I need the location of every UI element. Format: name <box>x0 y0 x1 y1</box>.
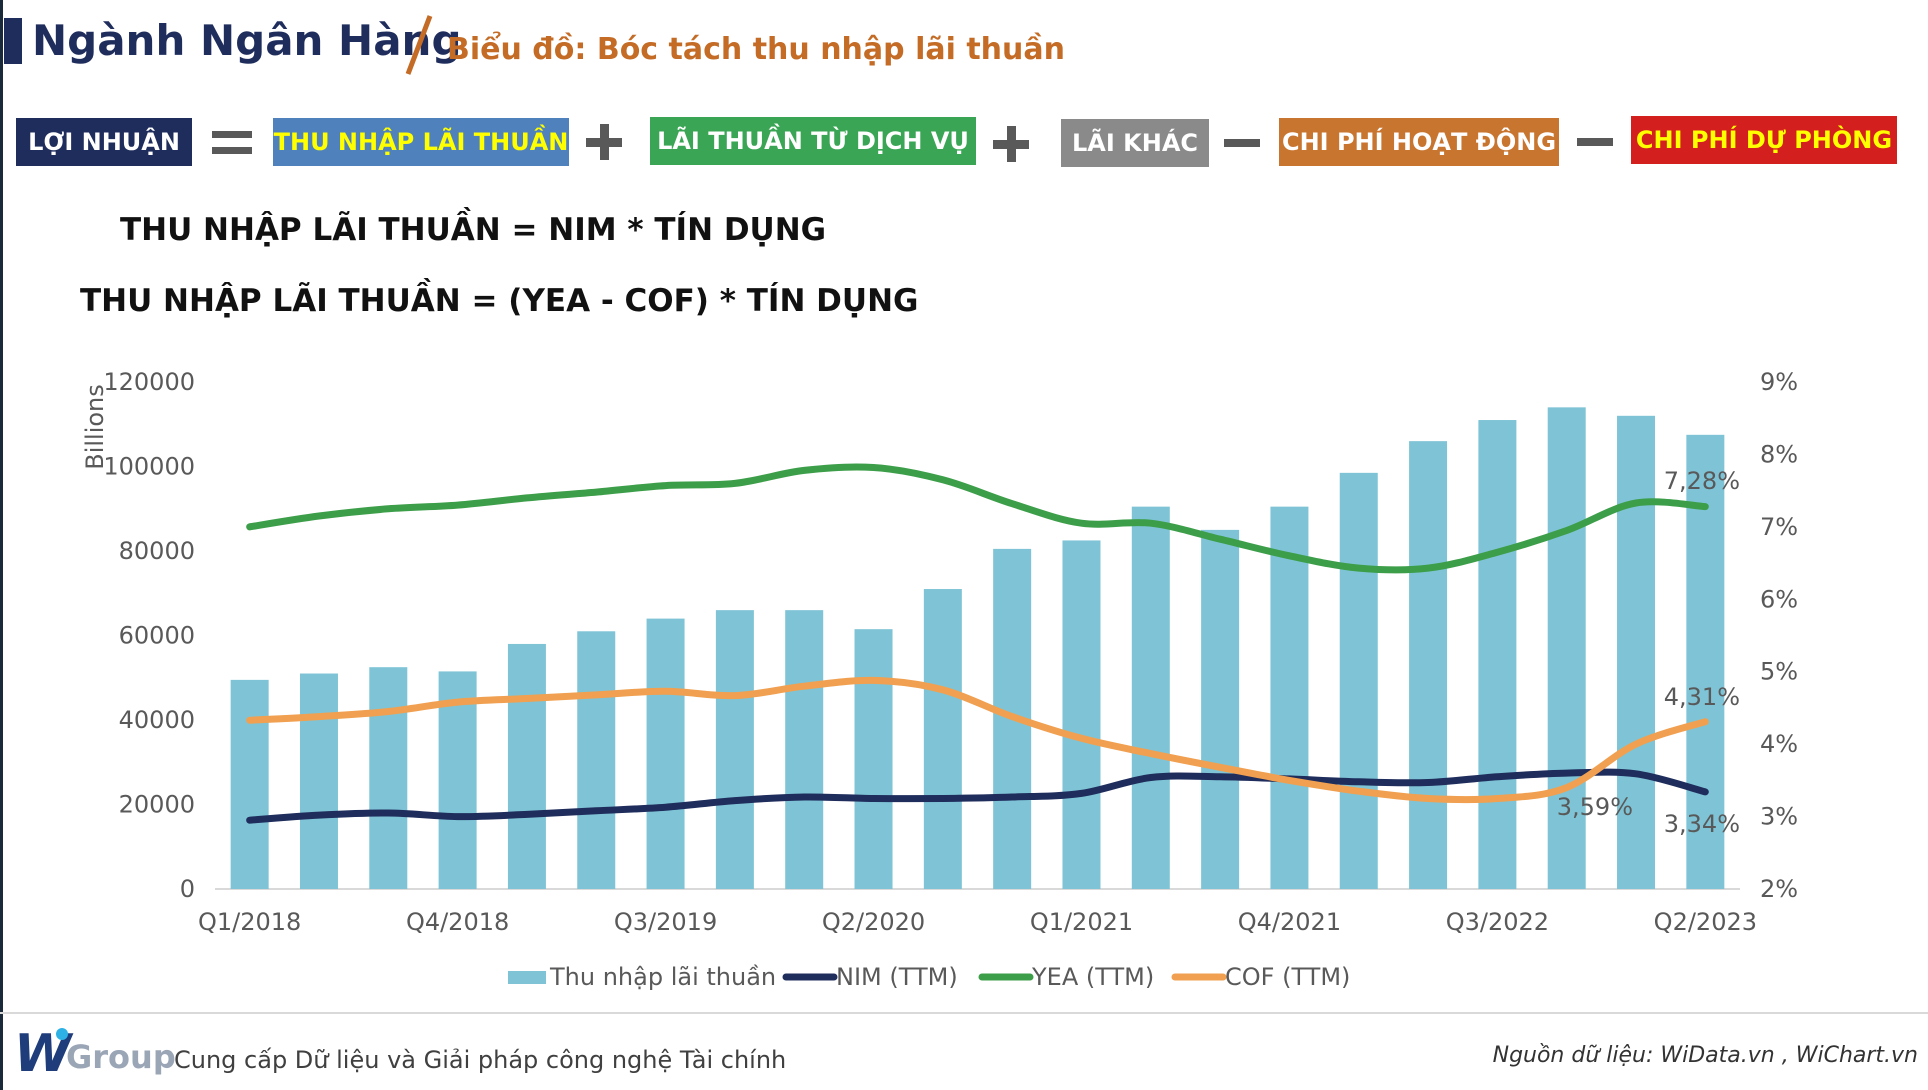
bar-net-interest-income <box>1201 529 1240 889</box>
bar-net-interest-income <box>230 679 269 889</box>
data-label: 4,31% <box>1664 683 1740 711</box>
legend-swatch <box>508 971 546 984</box>
bar-net-interest-income <box>1339 472 1378 889</box>
service-income-label: LÃI THUẦN TỪ DỊCH VỤ <box>657 127 969 155</box>
profit-box: LỢI NHUẬN <box>16 118 192 166</box>
x-tick-label: Q3/2019 <box>614 908 717 936</box>
bar-net-interest-income <box>785 610 824 889</box>
bar-net-interest-income <box>646 618 685 889</box>
logo-dot-icon <box>56 1028 68 1040</box>
plus-icon <box>586 124 622 160</box>
legend-label: COF (TTM) <box>1225 963 1350 991</box>
bar-net-interest-income <box>299 673 338 889</box>
provision-expense-label: CHI PHÍ DỰ PHÒNG <box>1635 126 1893 154</box>
data-label: 3,34% <box>1664 810 1740 838</box>
legend-label: YEA (TTM) <box>1031 963 1154 991</box>
page-subtitle: Biểu đồ: Bóc tách thu nhập lãi thuần <box>447 32 1065 67</box>
y-right-tick-label: 4% <box>1760 730 1798 758</box>
footer-divider <box>0 1012 1928 1014</box>
plus-icon <box>993 126 1029 162</box>
bar-net-interest-income <box>923 589 962 889</box>
data-label: 3,59% <box>1557 793 1633 821</box>
data-source: Nguồn dữ liệu: WiData.vn , WiChart.vn <box>1492 1043 1918 1068</box>
x-tick-label: Q2/2023 <box>1654 908 1757 936</box>
legend-label: Thu nhập lãi thuần <box>549 963 776 991</box>
service-income-box: LÃI THUẦN TỪ DỊCH VỤ <box>650 117 976 165</box>
operating-expense-label: CHI PHÍ HOẠT ĐỘNG <box>1281 128 1557 156</box>
bar-net-interest-income <box>1270 506 1309 889</box>
other-income-label: LÃI KHÁC <box>1071 129 1199 157</box>
bar-net-interest-income <box>1478 420 1517 889</box>
minus-icon <box>1577 138 1613 146</box>
page-title: Ngành Ngân Hàng <box>32 16 462 65</box>
x-tick-label: Q4/2021 <box>1238 908 1341 936</box>
bar-net-interest-income <box>577 631 616 889</box>
minus-icon <box>1224 139 1260 147</box>
legend-label: NIM (TTM) <box>836 963 958 991</box>
y-left-tick-label: 20000 <box>119 791 195 819</box>
wigroup-logo-text: Group <box>66 1038 176 1076</box>
y-right-tick-label: 7% <box>1760 513 1798 541</box>
y-left-tick-label: 40000 <box>119 706 195 734</box>
y-left-tick-label: 80000 <box>119 537 195 565</box>
yea-line <box>246 463 1709 574</box>
y-left-tick-label: 100000 <box>103 453 195 481</box>
bar-net-interest-income <box>1409 441 1448 889</box>
formula-line-2: THU NHẬP LÃI THUẦN = (YEA - COF) * TÍN D… <box>80 283 919 319</box>
bar-net-interest-income <box>715 610 754 889</box>
x-tick-label: Q2/2020 <box>822 908 925 936</box>
bar-net-interest-income <box>1547 407 1586 889</box>
footer-tagline: Cung cấp Dữ liệu và Giải pháp công nghệ … <box>174 1046 787 1074</box>
left-edge-border <box>0 0 3 1090</box>
operating-expense-box: CHI PHÍ HOẠT ĐỘNG <box>1279 118 1559 166</box>
title-separator-icon <box>405 15 433 75</box>
bar-net-interest-income <box>1062 540 1101 889</box>
y-right-tick-label: 8% <box>1760 440 1798 468</box>
bar-net-interest-income <box>1686 434 1725 889</box>
x-tick-label: Q1/2018 <box>198 908 301 936</box>
equals-icon <box>212 131 252 154</box>
y-right-tick-label: 5% <box>1760 658 1798 686</box>
y-axis-label: Billions <box>81 384 109 470</box>
net-interest-income-box: THU NHẬP LÃI THUẦN <box>273 118 569 166</box>
bar-net-interest-income <box>438 671 477 889</box>
bar-net-interest-income <box>1131 506 1170 889</box>
profit-label: LỢI NHUẬN <box>28 128 180 156</box>
title-accent-bar <box>4 18 22 64</box>
bar-net-interest-income <box>1617 415 1656 889</box>
y-right-tick-label: 9% <box>1760 368 1798 396</box>
net-interest-income-chart: 120000 100000 80000 60000 40000 20000 0 9% 8% 7% 6… <box>81 368 1798 991</box>
provision-expense-box: CHI PHÍ DỰ PHÒNG <box>1631 116 1897 164</box>
y-right-tick-label: 6% <box>1760 585 1798 613</box>
bar-net-interest-income <box>507 643 546 889</box>
y-left-tick-label: 0 <box>180 875 195 903</box>
data-label: 7,28% <box>1664 467 1740 495</box>
y-left-tick-label: 60000 <box>119 622 195 650</box>
x-tick-label: Q4/2018 <box>406 908 509 936</box>
formula-line-1: THU NHẬP LÃI THUẦN = NIM * TÍN DỤNG <box>120 212 827 248</box>
net-interest-income-label: THU NHẬP LÃI THUẦN <box>273 128 569 156</box>
y-left-tick-label: 120000 <box>103 368 195 396</box>
bar-net-interest-income <box>369 667 408 889</box>
nim-line <box>246 768 1709 824</box>
x-tick-label: Q3/2022 <box>1446 908 1549 936</box>
y-right-tick-label: 3% <box>1760 803 1798 831</box>
other-income-box: LÃI KHÁC <box>1061 119 1209 167</box>
bar-net-interest-income <box>854 629 893 889</box>
cof-line <box>246 676 1709 804</box>
y-right-tick-label: 2% <box>1760 875 1798 903</box>
x-tick-label: Q1/2021 <box>1030 908 1133 936</box>
